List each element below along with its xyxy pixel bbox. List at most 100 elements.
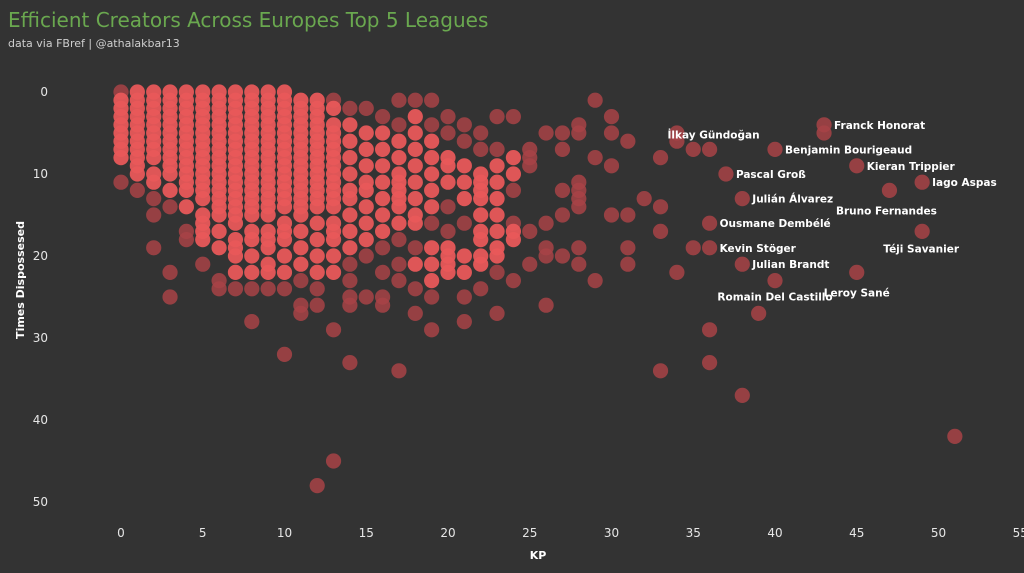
- data-point: [473, 125, 489, 141]
- data-point: [342, 240, 358, 256]
- data-point: [751, 305, 767, 321]
- data-point: [456, 289, 472, 305]
- data-point: [424, 215, 440, 231]
- data-point: [293, 223, 309, 239]
- data-point: [227, 248, 244, 264]
- data-point: [375, 109, 391, 125]
- data-point: [489, 305, 505, 321]
- data-point: [244, 281, 260, 297]
- data-point: [227, 281, 244, 297]
- data-point: [407, 215, 423, 231]
- x-tick-label: 0: [117, 526, 125, 540]
- data-point: [424, 117, 440, 133]
- data-point: [914, 223, 930, 239]
- data-point: [260, 240, 276, 256]
- data-point: [342, 256, 358, 272]
- data-point: [375, 240, 391, 256]
- data-point: [375, 207, 391, 223]
- data-point: [702, 322, 718, 338]
- data-point: [211, 223, 227, 239]
- data-point: [571, 240, 587, 256]
- data-point: [603, 109, 620, 125]
- x-tick-label: 45: [849, 526, 864, 540]
- data-point: [391, 215, 407, 231]
- data-point: [685, 240, 701, 256]
- y-tick-label: 40: [33, 413, 48, 427]
- data-point: [244, 248, 260, 264]
- data-point: [456, 158, 472, 174]
- data-point: [456, 174, 472, 190]
- data-point: [375, 158, 391, 174]
- data-point: [881, 182, 898, 198]
- point-label: Bruno Fernandes: [836, 205, 937, 217]
- data-point: [178, 199, 194, 215]
- data-point: [652, 199, 669, 215]
- data-point: [260, 281, 276, 297]
- data-point: [505, 109, 521, 125]
- data-point: [342, 100, 358, 116]
- data-point: [325, 453, 342, 469]
- data-point: [587, 150, 603, 166]
- point-annotations: Franck Honorat İlkay Gündoğan Benjamin Bou…: [667, 120, 996, 304]
- data-point: [244, 264, 260, 280]
- y-axis-title: Times Dispossesed: [14, 221, 27, 339]
- data-point: [309, 281, 325, 297]
- data-point: [342, 223, 358, 239]
- data-point: [325, 100, 342, 116]
- data-point: [473, 191, 489, 207]
- data-point: [113, 174, 129, 190]
- data-point: [571, 199, 587, 215]
- data-point: [424, 322, 440, 338]
- data-point: [473, 256, 489, 272]
- data-point: [489, 223, 505, 239]
- data-point: [505, 150, 521, 166]
- data-point: [293, 305, 309, 321]
- data-point: [816, 125, 832, 141]
- data-point: [505, 166, 521, 182]
- point-label: İlkay Gündoğan: [667, 127, 759, 141]
- data-point: [391, 273, 407, 289]
- data-point: [424, 166, 440, 182]
- data-point: [407, 240, 423, 256]
- data-point: [456, 215, 472, 231]
- data-point: [456, 191, 472, 207]
- data-point: [244, 232, 260, 248]
- point-label: Kevin Stöger: [720, 243, 797, 255]
- x-tick-label: 25: [522, 526, 537, 540]
- data-point: [113, 150, 129, 166]
- data-point: [538, 248, 554, 264]
- data-point: [309, 248, 325, 264]
- data-point: [375, 141, 391, 157]
- data-point: [603, 207, 620, 223]
- data-point: [358, 100, 374, 116]
- data-point: [276, 281, 293, 297]
- data-point: [669, 133, 685, 149]
- data-point: [407, 256, 423, 272]
- data-point: [358, 125, 374, 141]
- data-point: [375, 223, 391, 239]
- data-point: [522, 158, 538, 174]
- data-point: [195, 232, 211, 248]
- data-point: [244, 207, 260, 223]
- data-point: [652, 150, 669, 166]
- data-point: [424, 199, 440, 215]
- data-point: [424, 150, 440, 166]
- data-point: [538, 215, 554, 231]
- data-point: [489, 141, 505, 157]
- data-point: [358, 215, 374, 231]
- data-point: [244, 314, 260, 330]
- data-point: [195, 256, 211, 272]
- data-point: [456, 117, 472, 133]
- data-point: [473, 141, 489, 157]
- data-point: [276, 232, 293, 248]
- data-point: [391, 117, 407, 133]
- data-point: [358, 248, 374, 264]
- data-point: [309, 264, 325, 280]
- data-point: [146, 207, 162, 223]
- data-point: [702, 355, 718, 371]
- data-point: [358, 141, 374, 157]
- data-point: [325, 248, 342, 264]
- data-points: [113, 84, 963, 494]
- data-point: [309, 199, 325, 215]
- data-point: [603, 158, 620, 174]
